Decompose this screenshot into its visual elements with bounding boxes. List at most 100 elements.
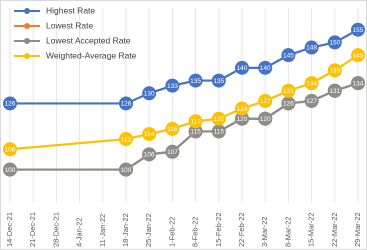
data-label: 135	[213, 78, 224, 85]
legend-swatch-dot	[24, 53, 30, 59]
data-label: 134	[306, 80, 317, 87]
legend-label: Highest Rate	[46, 5, 95, 15]
data-label: 131	[329, 88, 340, 95]
x-tick-label: 8-Mar-22	[283, 217, 292, 247]
legend-swatch-dot	[24, 38, 30, 44]
data-point	[281, 48, 296, 63]
legend-item: Lowest Rate	[14, 20, 94, 30]
data-point	[3, 142, 17, 157]
data-label: 108	[5, 146, 16, 153]
data-point	[327, 35, 342, 50]
data-point	[3, 162, 17, 177]
data-label: 139	[329, 68, 340, 75]
data-label: 114	[144, 131, 155, 138]
legend-swatch-dot	[24, 8, 30, 14]
data-point	[142, 86, 157, 101]
x-tick-label: 3-Mar-22	[260, 217, 269, 247]
x-tick-label: 29-Mar-22	[353, 212, 362, 247]
data-label: 135	[190, 78, 201, 85]
data-label: 126	[5, 101, 16, 108]
data-label: 115	[190, 129, 201, 136]
x-tick-label: 15-Feb-22	[214, 212, 223, 247]
x-tick-label: 22-Feb-22	[237, 212, 246, 247]
data-point	[281, 83, 296, 98]
x-tick-label: 25-Jan-22	[144, 213, 153, 247]
data-point	[142, 147, 157, 162]
data-point	[165, 121, 180, 136]
data-label: 150	[329, 40, 340, 47]
data-label: 112	[121, 136, 132, 143]
data-point	[258, 60, 273, 75]
x-tick-label: 1-Feb-22	[167, 217, 176, 247]
data-point	[235, 101, 249, 116]
legend-label: Lowest Accepted Rate	[46, 35, 131, 45]
data-point	[119, 162, 133, 177]
x-tick-label: 14-Dec-21	[5, 212, 14, 247]
data-label: 120	[237, 116, 248, 123]
data-label: 140	[260, 65, 271, 72]
x-tick-label: 21-Dec-21	[28, 212, 37, 247]
data-label: 133	[167, 83, 178, 90]
data-label: 134	[353, 80, 364, 87]
data-label: 140	[237, 65, 248, 72]
x-tick-label: 28-Dec-21	[51, 212, 60, 247]
data-label: 130	[144, 91, 155, 98]
data-point	[188, 73, 203, 88]
x-tick-label: 8-Feb-22	[191, 217, 200, 247]
data-label: 120	[213, 116, 224, 123]
data-point	[304, 93, 319, 108]
data-point	[304, 76, 319, 91]
x-tick-label: 11-Jan-22	[98, 214, 107, 247]
data-label: 126	[121, 101, 132, 108]
data-point	[211, 124, 226, 139]
data-point	[351, 22, 365, 37]
data-point	[327, 63, 342, 78]
legend-item: Highest Rate	[14, 5, 95, 15]
legend-item: Lowest Accepted Rate	[14, 35, 131, 45]
legend-label: Weighted-Average Rate	[46, 50, 137, 60]
x-tick-label: 4-Jan-22	[75, 217, 84, 247]
data-label: 116	[167, 126, 178, 133]
legend-item: Weighted-Average Rate	[14, 50, 137, 60]
data-label: 155	[353, 27, 364, 34]
data-point	[211, 73, 226, 88]
data-label: 145	[283, 52, 294, 59]
data-point	[188, 114, 203, 129]
x-tick-label: 22-Mar-22	[330, 212, 339, 247]
data-label: 120	[260, 116, 271, 123]
data-point	[165, 144, 180, 159]
data-point	[119, 132, 133, 147]
data-label: 131	[283, 88, 294, 95]
data-point	[258, 111, 273, 126]
x-tick-label: 15-Mar-22	[307, 212, 316, 247]
data-label: 127	[306, 98, 317, 105]
data-label: 127	[260, 98, 271, 105]
data-point	[3, 96, 17, 111]
data-point	[188, 124, 203, 139]
data-point	[304, 40, 319, 55]
data-label: 124	[237, 106, 248, 113]
data-label: 107	[167, 149, 178, 156]
legend-swatch-dot	[24, 23, 30, 29]
data-label: 126	[283, 101, 294, 108]
data-label: 106	[144, 152, 155, 159]
x-tick-label: 18-Jan-22	[121, 213, 130, 247]
data-point	[142, 126, 157, 141]
data-point	[235, 60, 249, 75]
data-label: 148	[306, 45, 317, 52]
data-point	[119, 96, 133, 111]
data-point	[351, 76, 365, 91]
data-point	[327, 83, 342, 98]
data-label: 100	[121, 167, 132, 174]
data-label: 119	[190, 118, 201, 125]
data-point	[165, 78, 180, 93]
data-point	[351, 48, 365, 63]
data-point	[258, 93, 273, 108]
data-label: 100	[5, 167, 16, 174]
data-point	[211, 111, 226, 126]
data-point	[235, 111, 249, 126]
data-label: 115	[214, 129, 225, 136]
legend-label: Lowest Rate	[46, 20, 94, 30]
data-point	[281, 96, 296, 111]
